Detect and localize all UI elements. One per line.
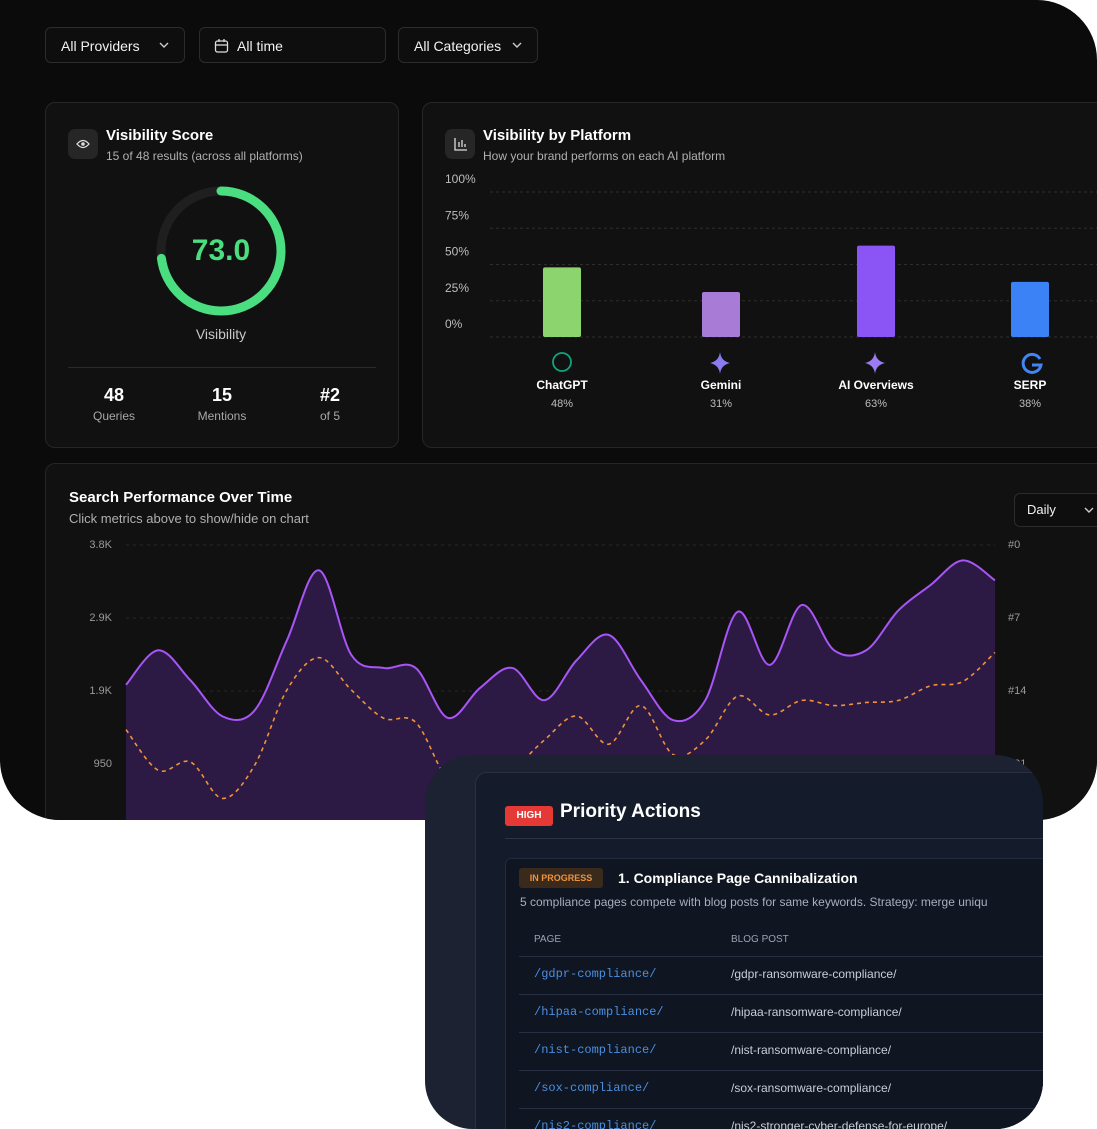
card-title: Visibility by Platform — [483, 127, 632, 144]
platform-percent: 31% — [709, 398, 733, 410]
blog-post: /hipaa-ransomware-compliance/ — [731, 1005, 902, 1019]
chevron — [159, 42, 169, 48]
column-header: BLOG POST — [731, 934, 789, 945]
platform-name: Gemini — [700, 378, 742, 392]
stat-value: #2 — [319, 385, 341, 405]
eye-pupil — [81, 142, 85, 146]
y-tick-label: 2.9K — [89, 612, 112, 624]
line — [125, 559, 996, 723]
calendar-icon — [214, 39, 229, 53]
stat-label: of 5 — [319, 409, 340, 423]
row-separator — [519, 1032, 1043, 1033]
stat-value: 15 — [211, 385, 233, 405]
chatgpt-logo — [552, 352, 572, 372]
interval-select[interactable]: Daily — [1014, 493, 1097, 527]
page-link[interactable]: /gdpr-compliance/ — [534, 967, 657, 981]
action-item — [505, 858, 1043, 1129]
filter-label: All Providers — [61, 38, 140, 54]
google-logo — [1021, 352, 1043, 374]
y-tick-label: 50% — [445, 245, 469, 259]
blog-post: /nis2-stronger-cyber-defense-for-europe/ — [731, 1119, 948, 1129]
page-link[interactable]: /nis2-compliance/ — [534, 1119, 657, 1129]
y-tick-label: 950 — [94, 758, 112, 770]
platform-percent: 63% — [864, 398, 888, 410]
chevron — [1084, 507, 1094, 513]
bar — [1011, 281, 1049, 337]
stat-label: Mentions — [197, 409, 247, 423]
y2-tick-label: #7 — [1008, 612, 1020, 624]
y-tick-label: 0% — [445, 317, 463, 331]
y-tick-label: 25% — [445, 281, 469, 295]
visibility-score-card — [45, 102, 399, 448]
row-separator — [519, 1108, 1043, 1109]
blog-post: /nist-ransomware-compliance/ — [731, 1043, 892, 1057]
dashboard: All Providers All time All Categories Vi… — [0, 0, 1097, 820]
platform-percent: 48% — [550, 398, 574, 410]
card-subtitle: Click metrics above to show/hide on char… — [69, 511, 309, 526]
gemini-logo — [710, 352, 730, 374]
platform-card — [422, 102, 1097, 448]
chart-glyph — [454, 138, 467, 151]
card-subtitle: How your brand performs on each AI platf… — [483, 149, 726, 163]
blog-post: /sox-ransomware-compliance/ — [731, 1081, 892, 1095]
bar — [543, 267, 581, 337]
status-badge: IN PROGRESS — [519, 868, 603, 888]
y-tick-label: 1.9K — [89, 685, 112, 697]
stat-value: 48 — [103, 385, 125, 405]
gauge-arc — [156, 186, 286, 316]
page-link[interactable]: /hipaa-compliance/ — [534, 1005, 664, 1019]
time-filter[interactable]: All time — [199, 27, 386, 63]
card-title: Search Performance Over Time — [69, 489, 293, 506]
score-label: Visibility — [195, 326, 247, 342]
priority-actions-panel: HIGH Priority Actions IN PROGRESS 1. Com… — [425, 755, 1043, 1129]
divider — [68, 367, 376, 368]
priority-badge: HIGH — [505, 806, 553, 826]
icons — [76, 138, 1043, 374]
y2-tick-label: #0 — [1008, 539, 1020, 551]
page-link[interactable]: /sox-compliance/ — [534, 1081, 650, 1095]
column-header: PAGE — [534, 934, 562, 945]
blog-post: /gdpr-ransomware-compliance/ — [731, 967, 897, 981]
bar — [702, 292, 740, 337]
category-filter[interactable]: All Categories — [398, 27, 538, 63]
bar — [857, 245, 895, 337]
item-description: 5 compliance pages compete with blog pos… — [520, 895, 988, 909]
score-value: 73.0 — [191, 234, 251, 267]
y2-tick-label: #14 — [1008, 685, 1026, 697]
ai-overviews-logo — [865, 352, 885, 374]
platform-name: SERP — [1013, 378, 1047, 392]
chart-icon — [445, 129, 475, 159]
eye-glyph — [76, 139, 90, 149]
row-separator — [519, 1070, 1043, 1071]
provider-filter[interactable]: All Providers — [45, 27, 185, 63]
card-title: Visibility Score — [106, 127, 214, 144]
platform-name: ChatGPT — [536, 378, 588, 392]
row-separator — [519, 956, 1043, 957]
y-tick-label: 100% — [445, 172, 476, 186]
y-tick-label: 75% — [445, 208, 469, 222]
platform-percent: 38% — [1018, 398, 1042, 410]
item-title: 1. Compliance Page Cannibalization — [618, 870, 858, 886]
y-tick-label: 3.8K — [89, 539, 112, 551]
card-subtitle: 15 of 48 results (across all platforms) — [106, 149, 303, 163]
filter-label: All Categories — [414, 38, 502, 54]
chevron — [512, 42, 522, 48]
select-label: Daily — [1027, 502, 1056, 517]
row-separator — [519, 994, 1043, 995]
panel-title: Priority Actions — [560, 801, 701, 822]
platform-name: AI Overviews — [838, 378, 914, 392]
divider — [505, 838, 1043, 839]
filter-label: All time — [237, 38, 283, 54]
stat-label: Queries — [92, 409, 136, 423]
page-link[interactable]: /nist-compliance/ — [534, 1043, 657, 1057]
